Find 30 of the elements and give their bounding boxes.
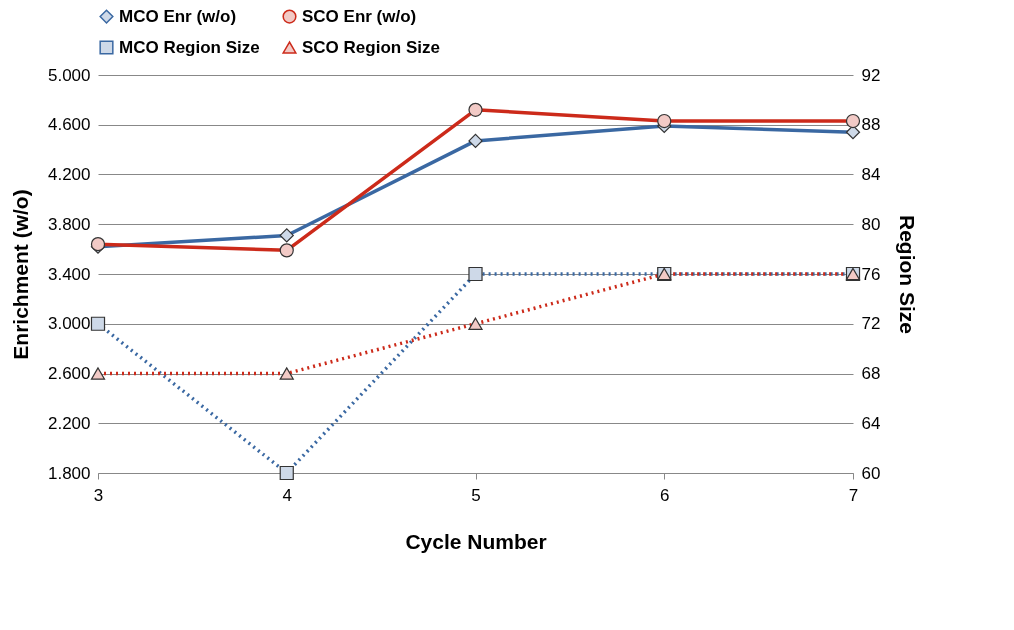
y-tick-label: 3.800 (47, 214, 91, 234)
x-axis-title: Cycle Number (405, 529, 547, 553)
y-tick-label: 3.400 (47, 264, 91, 284)
y2-tick-label: 92 (861, 65, 881, 85)
y2-tick-label: 64 (861, 413, 881, 433)
y2-tick-label: 88 (861, 115, 881, 135)
x-tick-label: 5 (471, 485, 481, 505)
y2-tick-label: 84 (861, 165, 881, 184)
y2-tick-label: 68 (861, 364, 881, 383)
y-tick-label: 5.000 (47, 65, 91, 85)
legend-label: MCO Enr (w/o) (119, 6, 237, 26)
y2-axis-title: Region Size (896, 214, 920, 335)
y2-tick-label: 76 (861, 264, 881, 284)
legend-label: SCO Region Size (302, 37, 440, 57)
y-tick-label: 2.200 (47, 413, 91, 433)
y-tick-label: 1.800 (47, 463, 91, 483)
y-tick-label: 3.000 (47, 314, 91, 334)
y-tick-label: 2.600 (47, 364, 91, 383)
y2-tick-label: 60 (861, 463, 881, 483)
x-tick-label: 7 (848, 485, 859, 505)
y-axis-title: Enrichment (w/o) (8, 189, 32, 360)
legend-label: SCO Enr (w/o) (302, 6, 417, 26)
y-tick-label: 4.600 (47, 115, 91, 135)
x-tick-label: 6 (660, 485, 670, 505)
y-tick-label: 4.200 (47, 165, 91, 184)
x-tick-label: 4 (282, 485, 292, 505)
y2-tick-label: 72 (861, 314, 881, 334)
legend-label: MCO Region Size (119, 37, 260, 57)
x-tick-label: 3 (93, 485, 104, 505)
y2-tick-label: 80 (861, 214, 881, 234)
